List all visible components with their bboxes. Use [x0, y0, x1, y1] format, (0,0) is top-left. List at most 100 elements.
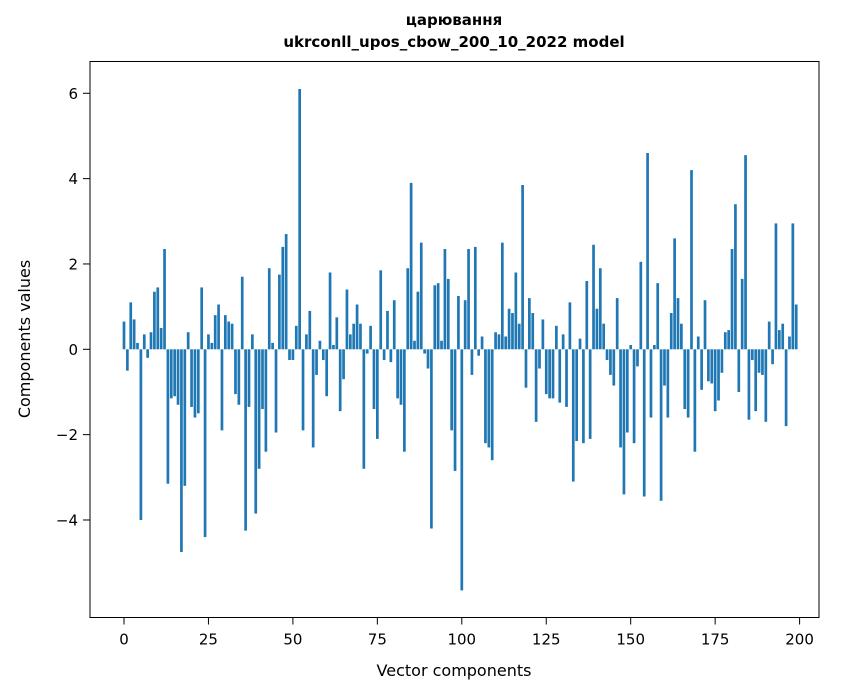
bar — [149, 332, 153, 350]
bar — [153, 291, 156, 350]
bar — [538, 349, 541, 369]
y-axis-label: Components values — [15, 260, 34, 418]
bar — [754, 349, 758, 412]
bar — [683, 349, 687, 410]
bar — [443, 249, 447, 350]
bar — [531, 313, 535, 350]
bar — [484, 349, 487, 444]
bar — [348, 334, 352, 350]
chart-title-line1: царювання — [406, 11, 503, 29]
bar — [636, 349, 639, 367]
bar — [180, 349, 183, 552]
bar — [673, 238, 676, 350]
bar — [325, 349, 329, 397]
bar — [122, 321, 126, 350]
bar — [632, 349, 636, 444]
bar — [298, 89, 302, 350]
bar — [227, 321, 231, 350]
bar — [680, 323, 683, 350]
bar — [436, 283, 440, 350]
bar — [359, 323, 362, 350]
bar — [571, 349, 575, 482]
bar — [598, 268, 602, 350]
bar — [430, 349, 433, 529]
bar — [146, 349, 149, 358]
bar — [463, 300, 467, 350]
bar — [220, 349, 224, 431]
bar — [311, 349, 315, 448]
x-tick-label: 75 — [368, 631, 387, 649]
bar — [251, 334, 254, 350]
bar — [142, 334, 146, 350]
bar — [541, 319, 545, 350]
bar — [615, 298, 619, 350]
x-tick-label: 125 — [532, 631, 561, 649]
bar — [274, 349, 278, 433]
bar — [379, 270, 383, 350]
bar — [555, 325, 558, 350]
bar — [561, 334, 565, 350]
bar — [321, 349, 325, 360]
bar — [507, 308, 511, 350]
bar — [473, 246, 477, 350]
bar — [409, 182, 413, 350]
bar — [744, 155, 747, 350]
bar — [723, 332, 727, 350]
bar — [663, 349, 666, 386]
bar — [281, 246, 285, 350]
bar — [365, 349, 369, 354]
bar — [788, 336, 791, 350]
bar — [338, 349, 342, 412]
bar — [585, 281, 589, 350]
bar — [568, 302, 572, 350]
bar — [656, 283, 660, 350]
bar — [129, 302, 133, 350]
x-tick-label: 150 — [616, 631, 645, 649]
bar — [382, 349, 386, 360]
bar — [389, 349, 393, 363]
bar — [693, 349, 697, 452]
bar — [376, 349, 379, 439]
bar — [511, 313, 514, 350]
bar — [403, 349, 406, 452]
bar — [659, 349, 663, 501]
bar — [328, 272, 332, 350]
bar — [176, 349, 180, 405]
y-tick-label: 2 — [68, 255, 78, 273]
bar — [777, 330, 781, 350]
bar — [548, 349, 551, 399]
bar — [703, 300, 707, 350]
bar — [183, 349, 187, 486]
bar — [737, 349, 741, 392]
bar — [223, 315, 227, 350]
bar — [764, 349, 768, 422]
bar — [173, 349, 177, 397]
bar — [534, 349, 538, 422]
bar — [207, 334, 210, 350]
y-tick-label: 4 — [68, 170, 78, 188]
bar — [284, 234, 288, 350]
bar — [190, 349, 193, 407]
bar — [342, 349, 345, 380]
x-tick-label: 100 — [447, 631, 476, 649]
x-tick-label: 200 — [785, 631, 814, 649]
bar — [396, 349, 399, 399]
bar — [517, 323, 521, 350]
bar — [575, 349, 578, 442]
bar — [230, 323, 234, 350]
bar — [200, 287, 204, 350]
bar — [291, 349, 295, 360]
bar — [159, 327, 163, 350]
bar — [646, 153, 649, 350]
bar — [261, 349, 264, 410]
bar — [440, 340, 443, 350]
bar — [419, 242, 423, 350]
bar — [771, 349, 774, 365]
bar — [477, 349, 481, 356]
bar — [217, 304, 220, 350]
bar — [619, 349, 622, 448]
bar — [504, 336, 508, 350]
bar — [500, 242, 504, 350]
y-tick-label: 6 — [68, 85, 78, 103]
x-tick-label: 50 — [283, 631, 302, 649]
